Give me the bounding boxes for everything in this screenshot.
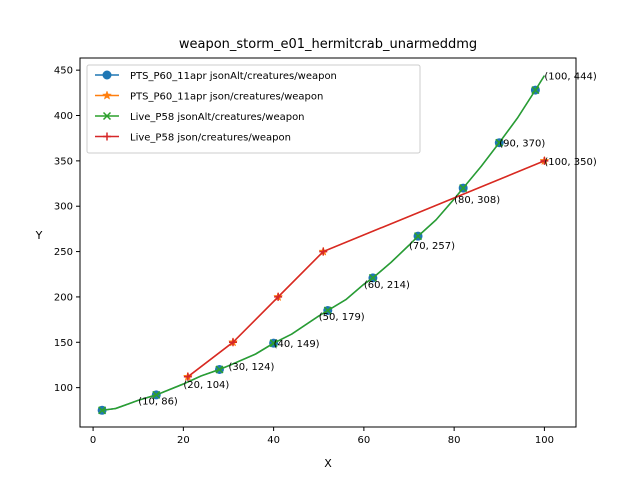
chart-title: weapon_storm_e01_hermitcrab_unarmeddmg: [179, 37, 477, 52]
y-tick-label: 300: [54, 202, 73, 213]
axes-frame: [79, 57, 577, 428]
legend-entry: Live_P58 jsonAlt/creatures/weapon: [95, 111, 305, 123]
x-axis-label: X: [324, 457, 332, 470]
y-tick-label: 350: [54, 156, 73, 167]
data-point: [183, 372, 192, 381]
data-point: [98, 406, 107, 415]
data-point: [414, 232, 423, 241]
data-label: (60, 214): [364, 280, 410, 291]
data-label: (40, 149): [274, 339, 320, 350]
data-label: (20, 104): [183, 380, 229, 391]
x-tick-label: 40: [267, 435, 280, 446]
data-point: [274, 292, 283, 301]
series-4: [183, 156, 549, 381]
legend-label: Live_P58 json/creatures/weapon: [130, 133, 291, 144]
legend-swatch-marker: [102, 90, 112, 100]
data-label: (10, 86): [138, 396, 178, 407]
data-label: (80, 308): [454, 195, 500, 206]
data-point: [269, 339, 278, 348]
x-tick-label: 100: [535, 435, 554, 446]
legend-swatch-marker: [103, 132, 111, 141]
series-3: [98, 75, 546, 415]
y-tick-label: 150: [54, 338, 73, 349]
data-point: [152, 390, 161, 399]
y-tick-label: 400: [54, 111, 73, 122]
series-line: [102, 75, 546, 412]
x-tick-label: 0: [90, 435, 96, 446]
data-point: [228, 338, 237, 347]
legend-box: [86, 64, 421, 154]
y-tick-label: 200: [54, 292, 73, 303]
data-point: [215, 365, 224, 374]
legend-swatch-marker: [102, 111, 112, 121]
y-axis-ticks: 100 150 200 250 300 350 400 450: [54, 66, 80, 394]
data-label: (100, 350): [544, 157, 596, 168]
y-tick-label: 250: [54, 247, 73, 258]
x-tick-label: 60: [358, 435, 371, 446]
data-point: [531, 86, 540, 95]
data-label: (70, 257): [409, 241, 455, 252]
legend: PTS_P60_11apr jsonAlt/creatures/weapon PT…: [86, 64, 421, 154]
annotation-layer: (10, 86) (20, 104) (30, 124) (40, 149) (50, …: [138, 72, 597, 408]
data-label: (90, 370): [499, 139, 545, 150]
legend-label: PTS_P60_11apr jsonAlt/creatures/weapon: [130, 71, 337, 82]
y-axis-label: Y: [35, 229, 43, 242]
legend-entry: PTS_P60_11apr jsonAlt/creatures/weapon: [95, 70, 337, 82]
legend-swatch-marker: [102, 70, 112, 80]
data-point: [319, 247, 328, 256]
data-point: [540, 156, 549, 165]
series-layer: [97, 75, 550, 415]
y-tick-label: 450: [54, 66, 73, 77]
data-label: (100, 444): [544, 72, 596, 83]
legend-label: PTS_P60_11apr json/creatures/weapon: [130, 92, 323, 103]
legend-label: Live_P58 jsonAlt/creatures/weapon: [130, 112, 305, 123]
x-axis-ticks: 0 20 40 60 80 100: [90, 427, 554, 446]
data-label: (50, 179): [319, 312, 365, 323]
data-point: [323, 306, 332, 315]
legend-entry: PTS_P60_11apr json/creatures/weapon: [95, 90, 323, 103]
legend-entry: Live_P58 json/creatures/weapon: [95, 132, 291, 144]
data-label: (30, 124): [228, 362, 274, 373]
data-point: [368, 273, 377, 282]
data-point: [495, 138, 504, 147]
data-point: [459, 184, 468, 193]
x-tick-label: 20: [177, 435, 190, 446]
y-tick-label: 100: [54, 383, 73, 394]
x-tick-label: 80: [448, 435, 461, 446]
